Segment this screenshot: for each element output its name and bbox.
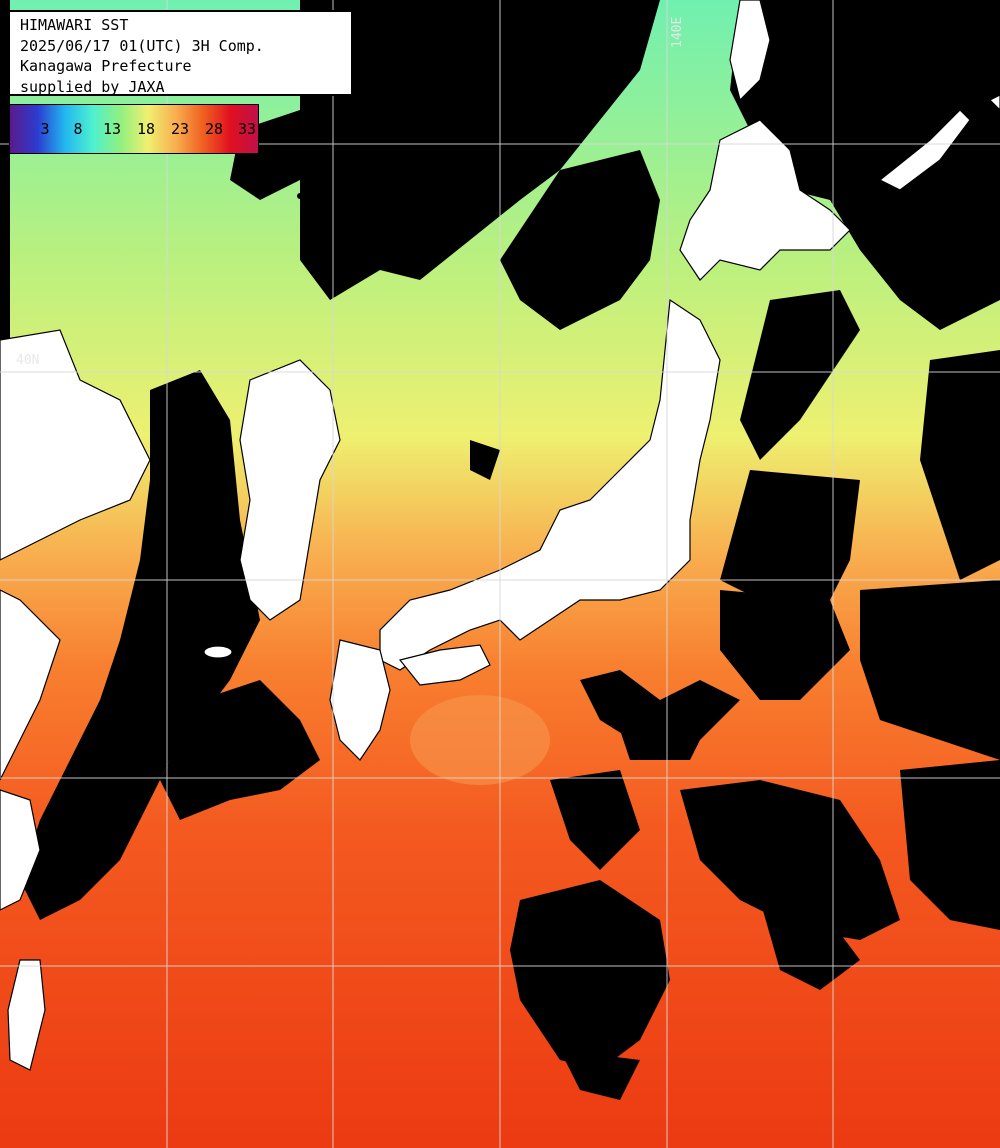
colorbar-tick: 3: [40, 120, 50, 138]
colorbar-labels: 3 8 13 18 23 28 33: [10, 120, 258, 140]
land: [0, 0, 1000, 1071]
china-east: [0, 589, 61, 781]
shikoku: [398, 644, 491, 686]
hokkaido: [679, 119, 851, 281]
colorbar-legend: 3 8 13 18 23 28 33: [9, 104, 259, 154]
sakhalin: [729, 0, 771, 102]
map-datetime: 2025/06/17 01(UTC) 3H Comp.: [20, 36, 264, 55]
jeju: [203, 645, 233, 659]
colorbar-gradient: [10, 105, 258, 153]
small-islands: [297, 127, 424, 199]
info-box: HIMAWARI SST 2025/06/17 01(UTC) 3H Comp.…: [8, 10, 353, 96]
cloud-cover: [0, 0, 1000, 1100]
colorbar-tick: 23: [170, 120, 190, 138]
taiwan: [7, 959, 46, 1071]
korea: [239, 359, 341, 621]
colorbar-tick: 28: [204, 120, 224, 138]
map-credit: supplied by JAXA: [20, 77, 165, 96]
colorbar-tick: 13: [102, 120, 122, 138]
warm-eddy: [410, 695, 550, 785]
china-coast: [0, 329, 151, 561]
latitude-label: 40N: [16, 353, 40, 368]
colorbar-tick: 8: [73, 120, 83, 138]
kyushu: [329, 639, 391, 761]
honshu: [379, 298, 721, 671]
colorbar-tick: 18: [136, 120, 156, 138]
colorbar-tick: 33: [237, 120, 257, 138]
map-region: Kanagawa Prefecture: [20, 57, 192, 75]
longitude-label: 140E: [670, 16, 685, 48]
map-title: HIMAWARI SST: [20, 16, 129, 34]
